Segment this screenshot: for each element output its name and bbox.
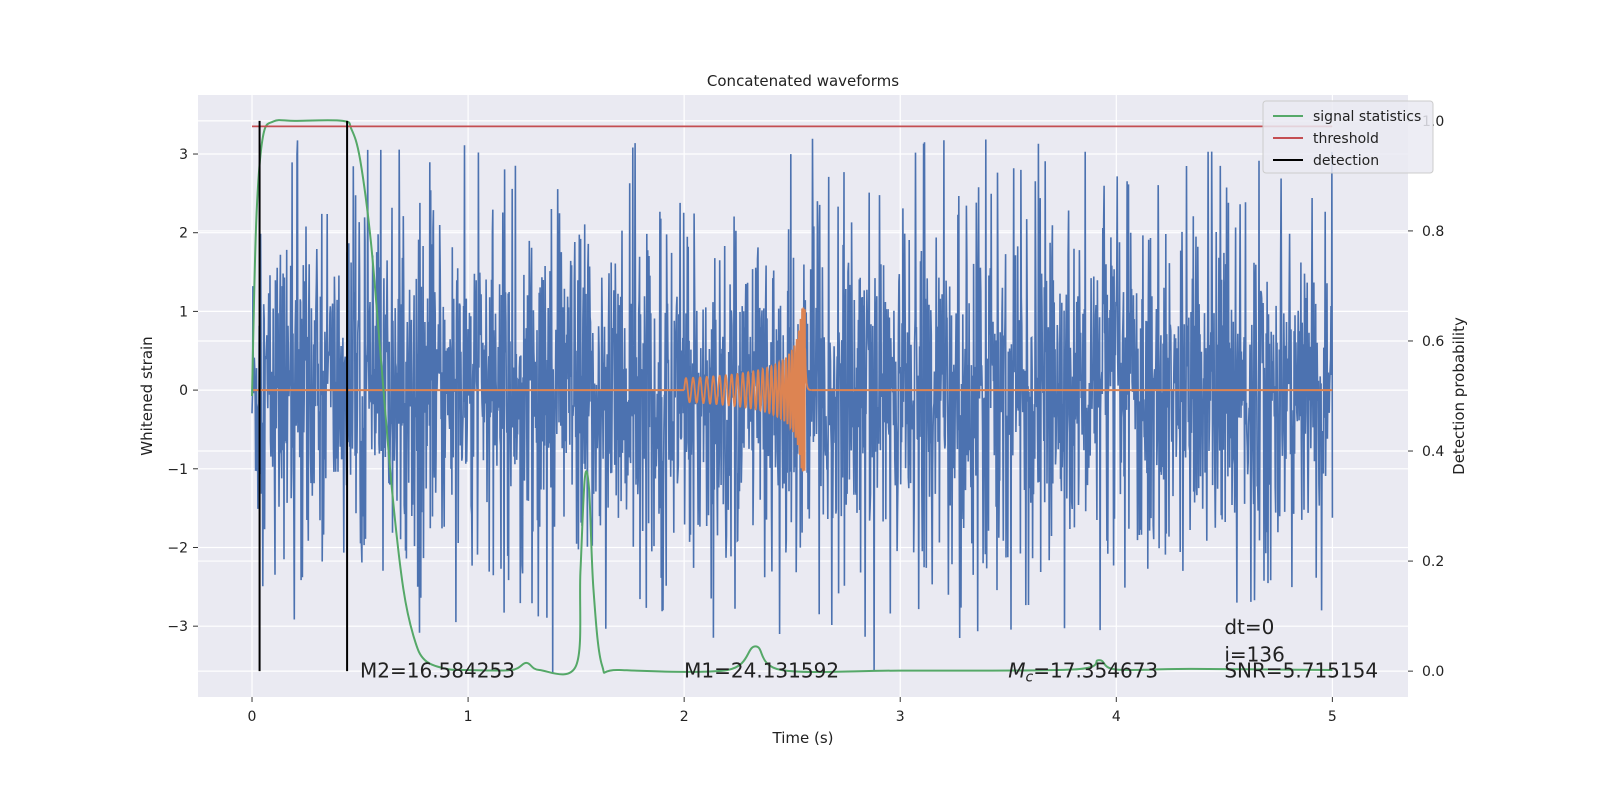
annotation-text: dt=0 (1224, 615, 1274, 639)
y-tick-label-right: 0.2 (1422, 554, 1444, 570)
x-tick-label: 0 (248, 709, 257, 725)
y-tick-label-left: 2 (179, 226, 188, 242)
x-tick-label: 5 (1328, 709, 1337, 725)
annotation-text: M1=24.131592 (684, 658, 839, 682)
legend-label: threshold (1313, 131, 1379, 147)
waveform-chirp (683, 307, 812, 472)
legend: signal statistics threshold detection (1262, 100, 1434, 174)
y-tick-label-left: −2 (167, 540, 188, 556)
annotation-text: Mc=17.354673 (1008, 658, 1158, 685)
y-tick-label-left: 1 (179, 304, 188, 320)
y-tick-label-left: −1 (167, 462, 188, 478)
y-axis-label-right: Detection probability (1450, 317, 1468, 475)
x-tick-label: 4 (1112, 709, 1121, 725)
y-tick-label-right: 0.8 (1422, 224, 1444, 240)
y-axis-label-left: Whitened strain (138, 336, 156, 455)
waveform-series (252, 307, 1333, 472)
legend-box (1262, 100, 1434, 174)
x-tick-label: 2 (680, 709, 689, 725)
annotation-text: SNR=5.715154 (1224, 658, 1378, 682)
annotation-text: i=136 (1224, 643, 1285, 667)
y-tick-label-left: −3 (167, 619, 188, 635)
y-tick-label-right: 0.0 (1422, 664, 1444, 680)
legend-label: detection (1313, 153, 1379, 169)
annotation-text: M2=16.584253 (360, 658, 515, 682)
legend-label: signal statistics (1313, 109, 1421, 125)
y-tick-label-right: 0.6 (1422, 334, 1444, 350)
chart-title: Concatenated waveforms (707, 72, 899, 90)
y-tick-label-left: 0 (179, 383, 188, 399)
probability-series (251, 119, 1333, 676)
x-tick-label: 3 (896, 709, 905, 725)
y-tick-label-left: 3 (179, 147, 188, 163)
annotations: M2=16.584253 M1=24.131592 Mc=17.354673 dt=0… (360, 615, 1378, 685)
signal-statistics-line (251, 119, 1333, 676)
x-tick-label: 1 (464, 709, 473, 725)
x-axis-label: Time (s) (772, 729, 834, 747)
y-tick-label-right: 0.4 (1422, 444, 1444, 460)
